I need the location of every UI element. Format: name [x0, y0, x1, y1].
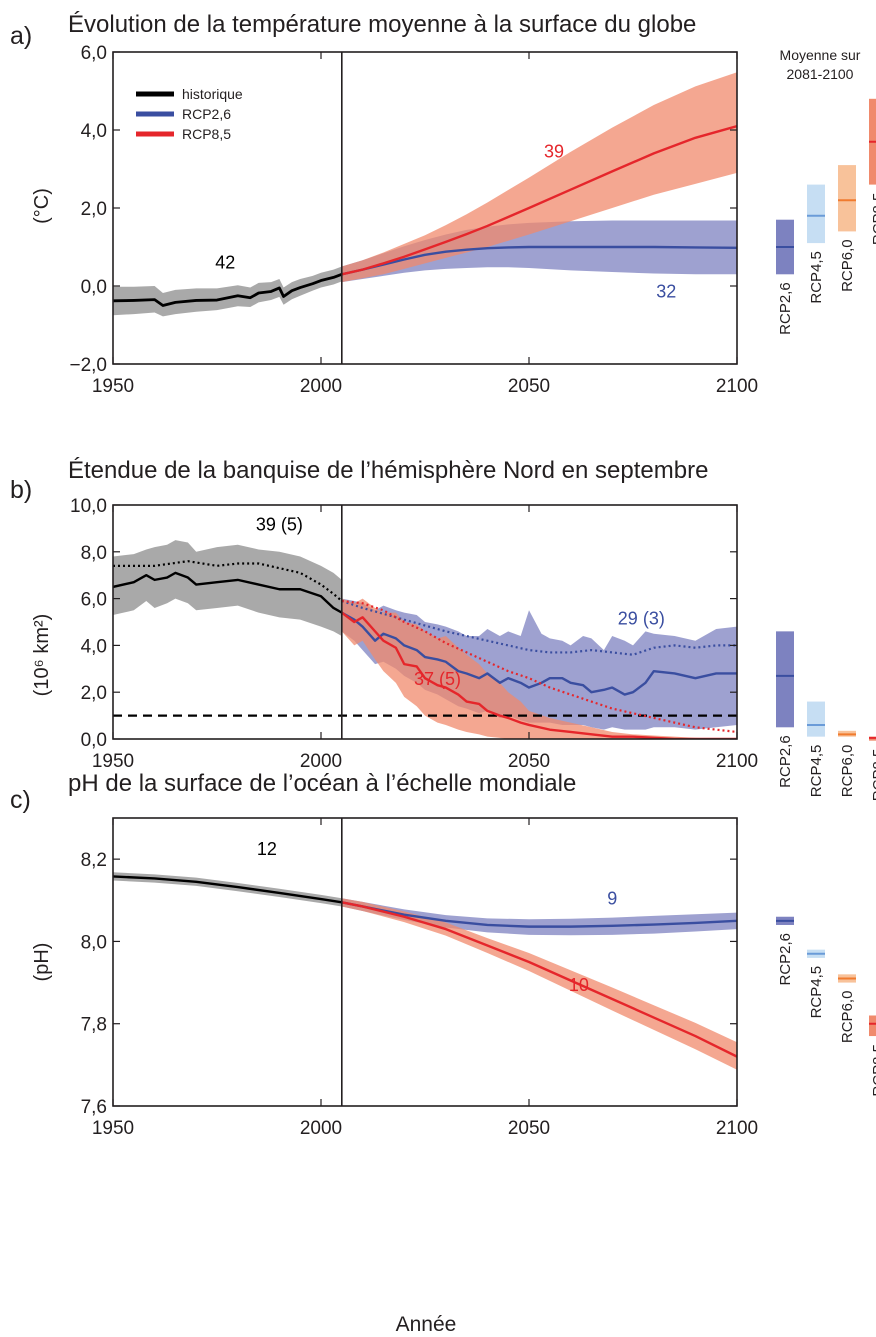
- series-historique-5-dotted-line: [113, 560, 343, 602]
- annotation-label: 10: [569, 975, 589, 995]
- side-bar-label: RCP2,6: [777, 933, 794, 986]
- side-title: Moyenne sur: [780, 47, 861, 63]
- panel-title: Étendue de la banquise de l’hémisphère N…: [68, 457, 708, 484]
- series-rcp8-5-line: [341, 611, 737, 739]
- annotation-label: 39: [544, 141, 564, 161]
- x-tick-label: 2000: [300, 1118, 342, 1139]
- series-rcp8-5-line: [341, 124, 737, 276]
- panel-letter: c): [10, 786, 31, 814]
- side-bar-rcp4-5: [807, 184, 825, 244]
- series-rcp8-5-5-dotted-line: [341, 599, 737, 734]
- y-tick-label: 8,2: [81, 850, 107, 871]
- panel-b: b) Étendue de la banquise de l’hémisphèr…: [10, 457, 876, 801]
- series-rcp2-6-line: [341, 901, 737, 928]
- y-tick-label: 2,0: [81, 683, 107, 704]
- y-tick-label: 8,0: [81, 543, 107, 564]
- series-rcp2-6-line: [341, 611, 737, 696]
- x-tick-label: 2050: [508, 1118, 550, 1139]
- plot-area: [113, 872, 737, 1070]
- legend-label: RCP8,5: [182, 126, 231, 142]
- band-rcp8-5: [341, 598, 737, 739]
- side-bar-rcp6-0: [838, 165, 856, 232]
- side-bar-label: RCP2,6: [777, 282, 794, 335]
- series-historique-line: [113, 272, 343, 307]
- series-historique-line: [113, 875, 342, 904]
- side-bar-rcp2-6: [776, 631, 794, 728]
- y-tick-label: 6,0: [81, 590, 107, 611]
- annotation-label: 39 (5): [256, 515, 303, 535]
- side-bar-label: RCP4,5: [808, 745, 825, 798]
- panel-a: a) Évolution de la température moyenne à…: [10, 11, 876, 397]
- y-tick-label: −2,0: [69, 355, 107, 376]
- x-tick-label: 2000: [300, 751, 342, 772]
- y-tick-label: 4,0: [81, 121, 107, 142]
- series-rcp2-6-3-dotted-line: [341, 599, 737, 656]
- side-bar-rcp4-5: [807, 701, 825, 737]
- band-rcp2-6: [341, 220, 737, 283]
- side-bar-label: RCP8,5: [870, 749, 876, 802]
- x-tick-label: 2100: [716, 1118, 758, 1139]
- plot-frame: [112, 504, 738, 740]
- y-tick-label: 4,0: [81, 636, 107, 657]
- side-bar-label: RCP8,5: [870, 1044, 876, 1097]
- y-tick-label: 7,8: [81, 1015, 107, 1036]
- plot-area: [113, 540, 737, 739]
- band-historique: [113, 540, 342, 637]
- side-bar-label: RCP6,0: [839, 239, 856, 292]
- y-axis-label: (°C): [31, 188, 53, 224]
- panel-title: pH de la surface de l’océan à l’échelle …: [68, 770, 576, 797]
- plot-frame: [112, 817, 738, 1107]
- x-tick-label: 1950: [92, 751, 134, 772]
- side-bar-rcp8-5: [869, 1015, 876, 1037]
- side-bar-label: RCP2,6: [777, 735, 794, 788]
- y-tick-label: 8,0: [81, 932, 107, 953]
- x-tick-label: 2000: [300, 376, 342, 397]
- panel-letter: a): [10, 22, 32, 50]
- series-rcp2-6-line: [341, 245, 737, 276]
- x-axis-label: Année: [396, 1313, 457, 1336]
- panel-letter: b): [10, 476, 32, 504]
- band-rcp2-6: [341, 598, 737, 730]
- y-tick-label: 0,0: [81, 730, 107, 751]
- side-bar-label: RCP4,5: [808, 966, 825, 1019]
- annotation-label: 29 (3): [618, 608, 665, 628]
- annotation-label: 9: [607, 888, 617, 908]
- series-historique-line: [113, 571, 343, 614]
- y-tick-label: 7,6: [81, 1097, 107, 1118]
- band-rcp8-5: [341, 72, 737, 283]
- panel-title: Évolution de la température moyenne à la…: [68, 11, 696, 38]
- legend-label: RCP2,6: [182, 106, 231, 122]
- annotation-label: 42: [215, 252, 235, 272]
- legend-label: historique: [182, 86, 243, 102]
- x-tick-label: 2050: [508, 751, 550, 772]
- x-tick-label: 1950: [92, 1118, 134, 1139]
- panel-c: c) pH de la surface de l’océan à l’échel…: [10, 770, 876, 1336]
- y-axis-label: (pH): [31, 943, 53, 982]
- band-rcp8-5: [341, 898, 737, 1070]
- y-tick-label: 6,0: [81, 43, 107, 64]
- side-bar-label: RCP4,5: [808, 251, 825, 304]
- x-tick-label: 2050: [508, 376, 550, 397]
- annotation-label: 32: [656, 282, 676, 302]
- x-tick-label: 2100: [716, 751, 758, 772]
- series-rcp8-5-line: [341, 901, 737, 1058]
- side-bar-label: RCP6,0: [839, 745, 856, 798]
- x-tick-label: 1950: [92, 376, 134, 397]
- band-historique: [113, 266, 342, 317]
- x-tick-label: 2100: [716, 376, 758, 397]
- annotation-label: 12: [257, 839, 277, 859]
- y-tick-label: 2,0: [81, 199, 107, 220]
- side-bar-label: RCP8,5: [870, 193, 876, 246]
- plot-area: [113, 72, 737, 317]
- y-tick-label: 10,0: [70, 496, 107, 517]
- y-axis-label: (10⁶ km²): [31, 614, 53, 697]
- y-tick-label: 0,0: [81, 277, 107, 298]
- side-bar-label: RCP6,0: [839, 991, 856, 1044]
- annotation-label: 37 (5): [414, 669, 461, 689]
- side-title: 2081-2100: [787, 66, 854, 82]
